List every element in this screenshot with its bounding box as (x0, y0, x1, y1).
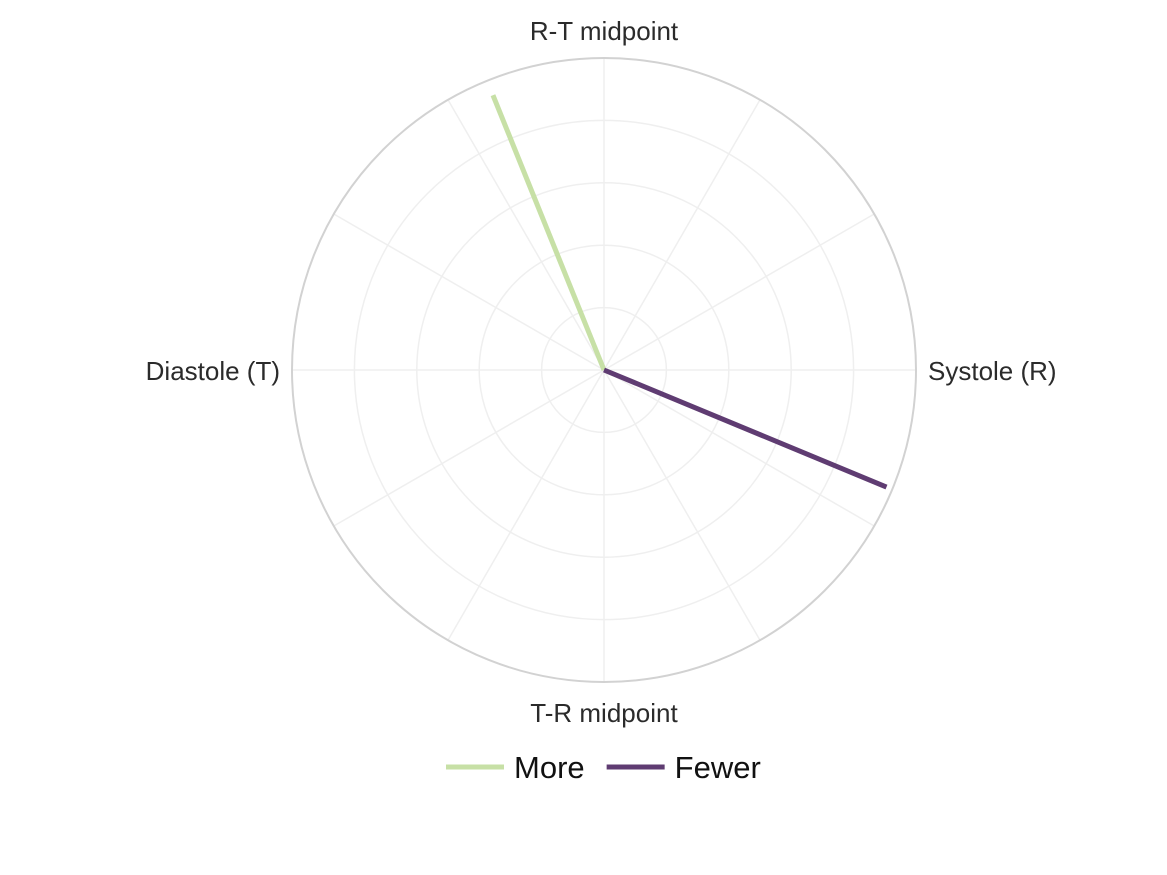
angular-tick-label: Diastole (T) (146, 356, 280, 386)
grid-spoke (447, 369, 605, 641)
angular-tick-label: R-T midpoint (530, 16, 679, 46)
grid-spoke (603, 369, 761, 641)
legend-label-fewer: Fewer (675, 750, 761, 785)
series-line-fewer (603, 367, 888, 490)
series-line-more (490, 94, 607, 371)
polar-grid (292, 58, 916, 682)
grid-spoke (447, 99, 605, 371)
grid-spoke (603, 213, 875, 371)
polar-outer-ring (291, 57, 917, 683)
grid-spoke (603, 369, 875, 527)
legend: More Fewer (446, 750, 761, 785)
grid-spoke (603, 99, 761, 371)
series-lines (490, 94, 888, 490)
angular-tick-labels: Systole (R) R-T midpoint Diastole (T) T-R m… (146, 16, 1057, 728)
angular-tick-label: Systole (R) (928, 356, 1057, 386)
grid-spoke (333, 213, 605, 371)
grid-spoke (333, 369, 605, 527)
angular-tick-label: T-R midpoint (530, 698, 678, 728)
legend-label-more: More (514, 750, 585, 785)
